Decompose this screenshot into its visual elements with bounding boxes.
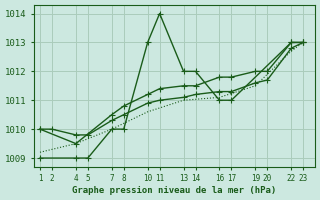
X-axis label: Graphe pression niveau de la mer (hPa): Graphe pression niveau de la mer (hPa) — [72, 186, 277, 195]
